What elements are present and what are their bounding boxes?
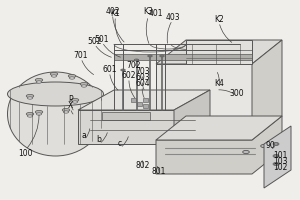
Polygon shape (186, 40, 252, 64)
Text: 100: 100 (18, 150, 33, 158)
Polygon shape (156, 116, 282, 174)
Ellipse shape (27, 97, 33, 99)
Text: 701: 701 (74, 51, 88, 60)
Polygon shape (156, 116, 282, 140)
Polygon shape (252, 40, 282, 140)
Ellipse shape (69, 77, 75, 79)
Ellipse shape (26, 94, 34, 98)
Ellipse shape (160, 55, 164, 57)
Bar (143, 98, 148, 102)
Polygon shape (156, 40, 282, 64)
Polygon shape (102, 112, 150, 120)
Ellipse shape (62, 108, 70, 112)
Text: 403: 403 (165, 14, 180, 22)
Ellipse shape (243, 150, 249, 154)
Text: K4: K4 (214, 79, 224, 88)
Text: 501: 501 (95, 36, 109, 45)
Ellipse shape (35, 110, 43, 114)
Text: c: c (118, 140, 122, 148)
Text: 802: 802 (135, 162, 150, 170)
FancyBboxPatch shape (156, 64, 252, 140)
Ellipse shape (121, 69, 125, 71)
Ellipse shape (273, 162, 279, 166)
Text: 401: 401 (149, 9, 163, 19)
Polygon shape (174, 90, 210, 144)
Ellipse shape (26, 112, 34, 116)
Text: 102: 102 (273, 164, 288, 172)
Text: X: X (68, 102, 73, 110)
Ellipse shape (261, 144, 267, 148)
Ellipse shape (71, 98, 79, 102)
Polygon shape (114, 54, 252, 60)
Bar (143, 104, 148, 108)
Ellipse shape (273, 154, 279, 158)
Text: 703: 703 (135, 68, 150, 76)
Text: 601: 601 (102, 66, 117, 74)
Text: 103: 103 (273, 158, 288, 166)
Text: a: a (82, 132, 86, 140)
Ellipse shape (274, 155, 278, 157)
Text: 502: 502 (87, 38, 102, 46)
Ellipse shape (27, 115, 33, 117)
Ellipse shape (50, 72, 58, 76)
Text: 602: 602 (122, 72, 136, 80)
Ellipse shape (36, 81, 42, 83)
Ellipse shape (8, 82, 103, 106)
Ellipse shape (134, 59, 139, 61)
Ellipse shape (81, 85, 87, 87)
Ellipse shape (36, 113, 42, 115)
Ellipse shape (274, 143, 278, 145)
Polygon shape (264, 126, 291, 188)
Text: K2: K2 (214, 16, 224, 24)
Text: 90: 90 (265, 142, 275, 150)
Ellipse shape (274, 163, 278, 165)
Text: 604: 604 (135, 79, 150, 88)
Polygon shape (78, 90, 210, 110)
Bar (131, 98, 136, 102)
Ellipse shape (148, 55, 152, 57)
Text: 402: 402 (105, 7, 120, 17)
Polygon shape (78, 110, 174, 144)
Ellipse shape (273, 142, 279, 146)
Text: P: P (68, 96, 73, 104)
Ellipse shape (63, 111, 69, 113)
Ellipse shape (68, 74, 76, 78)
Bar (137, 102, 142, 106)
Text: 801: 801 (152, 168, 166, 176)
Ellipse shape (80, 82, 88, 86)
Ellipse shape (35, 78, 43, 82)
Ellipse shape (72, 101, 78, 103)
Ellipse shape (51, 75, 57, 77)
Text: K1: K1 (111, 9, 120, 19)
Text: 603: 603 (135, 73, 150, 82)
Text: 101: 101 (273, 152, 288, 160)
Text: K3: K3 (144, 7, 153, 17)
Text: 702: 702 (126, 62, 141, 71)
Ellipse shape (8, 72, 103, 156)
Text: 300: 300 (230, 90, 244, 98)
Text: b: b (97, 136, 101, 144)
